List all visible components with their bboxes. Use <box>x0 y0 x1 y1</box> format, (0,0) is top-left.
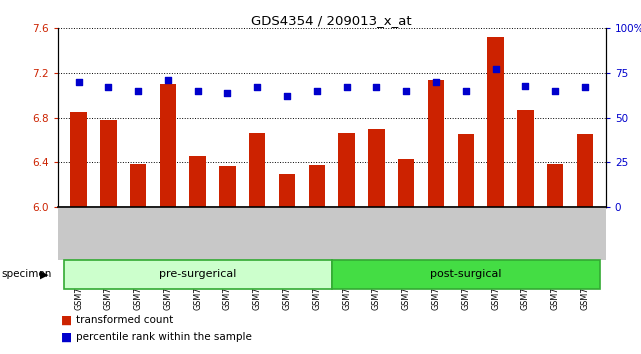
Text: specimen: specimen <box>1 269 52 279</box>
Bar <box>487 37 504 207</box>
Text: ▶: ▶ <box>40 269 49 279</box>
Bar <box>577 135 593 207</box>
Point <box>550 88 560 94</box>
Point <box>252 85 262 90</box>
Point <box>222 90 233 96</box>
Point <box>74 79 84 85</box>
Bar <box>368 129 385 207</box>
Point <box>490 67 501 72</box>
Bar <box>428 80 444 207</box>
Point <box>520 83 531 88</box>
Bar <box>160 84 176 207</box>
Text: ■: ■ <box>61 331 72 343</box>
Point <box>579 85 590 90</box>
Bar <box>71 112 87 207</box>
Bar <box>398 159 414 207</box>
Text: pre-surgerical: pre-surgerical <box>159 269 237 279</box>
Bar <box>63 260 332 289</box>
Bar <box>547 164 563 207</box>
Point <box>192 88 203 94</box>
Point <box>461 88 471 94</box>
Bar <box>308 165 325 207</box>
Point <box>371 85 381 90</box>
Bar <box>458 135 474 207</box>
Bar <box>249 133 265 207</box>
Point <box>342 85 352 90</box>
Text: post-surgical: post-surgical <box>430 269 501 279</box>
Text: percentile rank within the sample: percentile rank within the sample <box>76 332 251 342</box>
Point <box>163 77 173 83</box>
Point <box>282 93 292 99</box>
Bar <box>517 110 533 207</box>
Text: ■: ■ <box>61 314 72 327</box>
Bar <box>338 133 355 207</box>
Title: GDS4354 / 209013_x_at: GDS4354 / 209013_x_at <box>251 14 412 27</box>
Point <box>312 88 322 94</box>
Bar <box>332 260 600 289</box>
Bar <box>190 156 206 207</box>
Text: transformed count: transformed count <box>76 315 173 325</box>
Bar <box>130 164 146 207</box>
Point <box>401 88 412 94</box>
Point <box>431 79 441 85</box>
Bar <box>219 166 236 207</box>
Bar <box>100 120 117 207</box>
Point <box>133 88 143 94</box>
Bar <box>279 173 296 207</box>
Point <box>103 85 113 90</box>
